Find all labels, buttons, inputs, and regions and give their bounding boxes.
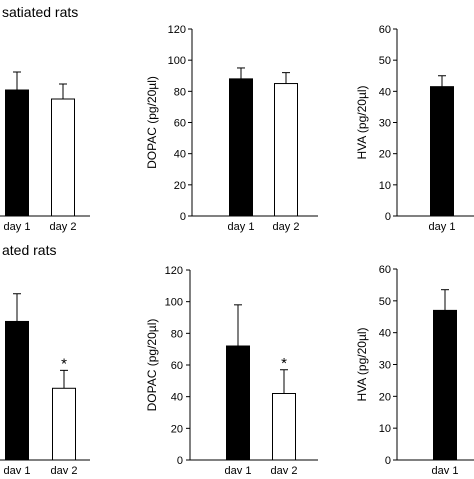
y-tick-label-top-right-6: 60 bbox=[379, 24, 391, 36]
bar-bottom-middle-0 bbox=[226, 345, 250, 461]
y-tick-label-bottom-right-2: 20 bbox=[379, 391, 391, 403]
y-tick-label-bottom-middle-1: 20 bbox=[171, 423, 183, 435]
bar-bottom-right-0 bbox=[433, 309, 457, 461]
y-tick-label-top-middle-0: 0 bbox=[180, 211, 186, 223]
section-title-bottom: ated rats bbox=[2, 242, 57, 258]
y-tick-label-top-middle-1: 20 bbox=[174, 180, 186, 192]
bar-top-left-0 bbox=[5, 89, 29, 217]
y-tick-label-bottom-right-5: 50 bbox=[379, 296, 391, 308]
y-tick-label-top-right-2: 20 bbox=[379, 149, 391, 161]
bar-bottom-left-1 bbox=[52, 387, 76, 461]
y-tick-label-top-right-3: 30 bbox=[379, 118, 391, 130]
y-tick-label-bottom-middle-0: 0 bbox=[177, 455, 183, 467]
bar-top-middle-0 bbox=[229, 78, 253, 217]
y-tick-label-bottom-right-6: 60 bbox=[379, 264, 391, 276]
y-tick-label-top-middle-5: 100 bbox=[168, 55, 186, 67]
y-tick-label-top-middle-6: 120 bbox=[168, 24, 186, 36]
y-tick-label-top-right-4: 40 bbox=[379, 86, 391, 98]
bar-bottom-left-0 bbox=[5, 320, 29, 461]
y-tick-label-top-right-5: 50 bbox=[379, 55, 391, 67]
y-tick-label-bottom-right-0: 0 bbox=[385, 455, 391, 467]
y-tick-label-bottom-middle-2: 40 bbox=[171, 392, 183, 404]
section-title-top: satiated rats bbox=[2, 4, 79, 20]
category-label-top-right-0: day 1 bbox=[429, 221, 456, 233]
y-axis-label-top-middle: DOPAC (pg/20µl) bbox=[145, 76, 159, 169]
y-tick-label-bottom-middle-4: 80 bbox=[171, 328, 183, 340]
y-tick-label-top-right-1: 10 bbox=[379, 180, 391, 192]
y-tick-label-bottom-middle-3: 60 bbox=[171, 360, 183, 372]
significance-marker-bottom-middle-1: * bbox=[281, 355, 287, 372]
significance-marker-bottom-left-1: * bbox=[61, 355, 67, 372]
y-axis-label-bottom-middle: DOPAC (pg/20µl) bbox=[145, 319, 159, 412]
y-tick-label-top-right-0: 0 bbox=[385, 211, 391, 223]
bar-top-right-0 bbox=[430, 86, 454, 217]
bar-bottom-middle-1 bbox=[272, 393, 296, 461]
category-label-top-middle-0: day 1 bbox=[228, 221, 255, 233]
y-tick-label-top-middle-4: 80 bbox=[174, 86, 186, 98]
y-tick-label-top-middle-3: 60 bbox=[174, 118, 186, 130]
y-tick-label-bottom-right-1: 10 bbox=[379, 423, 391, 435]
category-label-bottom-right-0: day 1 bbox=[432, 465, 459, 474]
y-axis-label-top-right: HVA (pg/20µl) bbox=[355, 85, 369, 159]
category-label-top-left-1: day 2 bbox=[50, 221, 77, 233]
y-tick-label-bottom-middle-5: 100 bbox=[165, 297, 183, 309]
y-tick-label-bottom-middle-6: 120 bbox=[165, 265, 183, 277]
bar-top-middle-1 bbox=[274, 83, 298, 217]
bar-top-left-1 bbox=[51, 98, 75, 217]
y-tick-label-bottom-right-4: 40 bbox=[379, 328, 391, 340]
category-label-bottom-left-0: day 1 bbox=[4, 465, 31, 474]
y-tick-label-bottom-right-3: 30 bbox=[379, 360, 391, 372]
category-label-bottom-middle-1: day 2 bbox=[271, 465, 298, 474]
category-label-bottom-left-1: day 2 bbox=[51, 465, 78, 474]
y-tick-label-top-middle-2: 40 bbox=[174, 149, 186, 161]
category-label-top-left-0: day 1 bbox=[4, 221, 31, 233]
category-label-bottom-middle-0: day 1 bbox=[225, 465, 252, 474]
y-axis-label-bottom-right: HVA (pg/20µl) bbox=[355, 327, 369, 401]
category-label-top-middle-1: day 2 bbox=[273, 221, 300, 233]
